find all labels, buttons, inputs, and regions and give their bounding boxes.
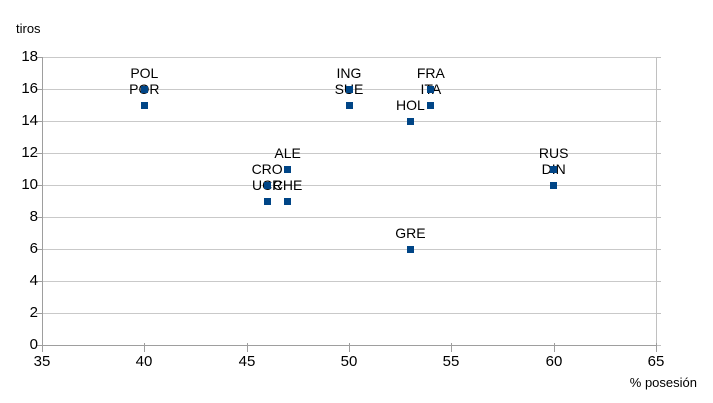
- y-tick-mark-right: [656, 153, 661, 154]
- plot-right-border: [656, 57, 657, 346]
- data-point-label-FRA: FRA: [416, 64, 445, 81]
- data-point-marker-POR: [140, 101, 148, 109]
- data-point-marker-DIN: [550, 181, 558, 189]
- x-tick-label: 45: [238, 353, 256, 370]
- data-point-marker-HOL: [406, 117, 414, 125]
- x-tick-label: 65: [647, 353, 665, 370]
- y-tick-label: 0: [29, 336, 38, 353]
- y-tick-label: 8: [29, 208, 38, 225]
- y-tick-mark-right: [656, 185, 661, 186]
- y-axis-line: [42, 57, 43, 346]
- y-tick-mark-right: [656, 217, 661, 218]
- y-tick-mark-right: [656, 89, 661, 90]
- y-axis-title: tiros: [16, 21, 41, 36]
- x-tick-mark: [247, 343, 248, 352]
- data-point-marker-POL: [140, 85, 148, 93]
- gridline-y-12: [42, 153, 656, 154]
- y-tick-mark-right: [656, 281, 661, 282]
- y-tick-mark: [36, 345, 43, 346]
- x-tick-mark: [554, 343, 555, 352]
- x-tick-mark: [656, 343, 657, 352]
- data-point-label-POL: POL: [130, 64, 159, 81]
- data-point-label-RUS: RUS: [538, 144, 569, 161]
- y-tick-label: 12: [21, 144, 38, 161]
- y-tick-label: 14: [21, 112, 38, 129]
- y-tick-mark-right: [656, 313, 661, 314]
- y-tick-label: 2: [29, 304, 38, 321]
- data-point-marker-CHE: [284, 197, 292, 205]
- y-tick-mark: [36, 89, 43, 90]
- gridline-y-2: [42, 313, 656, 314]
- gridline-y-4: [42, 281, 656, 282]
- x-tick-label: 55: [442, 353, 460, 370]
- data-point-marker-ITA: [427, 101, 435, 109]
- data-point-label-ALE: ALE: [274, 144, 301, 161]
- x-tick-label: 50: [340, 353, 358, 370]
- y-tick-mark: [36, 281, 43, 282]
- data-point-marker-ING: [345, 85, 353, 93]
- data-point-marker-SUE: [345, 101, 353, 109]
- y-tick-mark-right: [656, 249, 661, 250]
- y-tick-mark: [36, 57, 43, 58]
- gridline-y-18: [42, 57, 656, 58]
- y-tick-mark: [36, 121, 43, 122]
- gridline-y-14: [42, 121, 656, 122]
- data-point-label-HOL: HOL: [395, 96, 425, 113]
- y-tick-label: 18: [21, 48, 38, 65]
- y-tick-mark: [36, 217, 43, 218]
- y-tick-mark: [36, 313, 43, 314]
- data-point-marker-FRA: [427, 85, 435, 93]
- gridline-y-10: [42, 185, 656, 186]
- data-point-label-CHE: CHE: [272, 176, 303, 193]
- x-tick-label: 60: [545, 353, 563, 370]
- y-tick-mark: [36, 153, 43, 154]
- data-point-label-CRO: CRO: [251, 160, 283, 177]
- x-tick-mark: [42, 343, 43, 352]
- x-tick-mark: [349, 343, 350, 352]
- x-axis-title: % posesión: [629, 375, 697, 390]
- data-point-marker-GRE: [406, 245, 414, 253]
- y-tick-label: 10: [21, 176, 38, 193]
- y-tick-mark-right: [656, 345, 661, 346]
- data-point-marker-CRO: [263, 181, 271, 189]
- x-tick-mark: [451, 343, 452, 352]
- gridline-y-8: [42, 217, 656, 218]
- x-tick-label: 40: [135, 353, 153, 370]
- y-tick-label: 6: [29, 240, 38, 257]
- data-point-marker-RUS: [550, 165, 558, 173]
- data-point-marker-UCR: [263, 197, 271, 205]
- x-tick-mark: [144, 343, 145, 352]
- data-point-label-GRE: GRE: [395, 224, 426, 241]
- y-tick-mark-right: [656, 57, 661, 58]
- y-tick-mark: [36, 185, 43, 186]
- y-tick-label: 4: [29, 272, 38, 289]
- data-point-marker-ALE: [284, 165, 292, 173]
- data-point-label-ING: ING: [336, 64, 362, 81]
- x-tick-label: 35: [33, 353, 51, 370]
- y-tick-label: 16: [21, 80, 38, 97]
- y-tick-mark: [36, 249, 43, 250]
- gridline-y-6: [42, 249, 656, 250]
- y-tick-mark-right: [656, 121, 661, 122]
